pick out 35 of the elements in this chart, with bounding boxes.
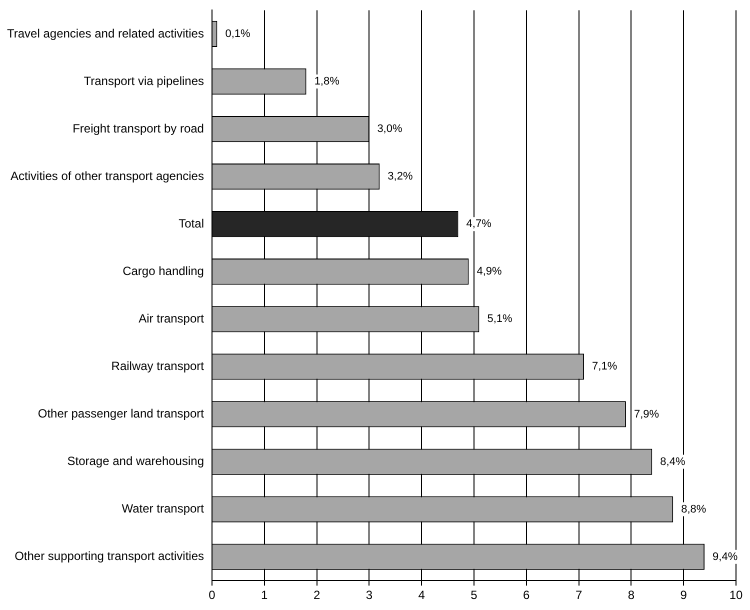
data-label: 8,8% <box>681 503 706 516</box>
x-tick-label: 5 <box>470 588 478 602</box>
y-tick-label: Freight transport by road <box>72 121 204 136</box>
data-label: 9,4% <box>712 550 738 563</box>
y-tick-label: Cargo handling <box>122 264 204 278</box>
x-tick-label: 1 <box>261 588 268 602</box>
y-tick-label: Storage and warehousing <box>67 454 204 468</box>
y-tick-label: Travel agencies and related activities <box>6 26 204 40</box>
x-tick-label: 8 <box>628 588 635 602</box>
x-tick-label: 9 <box>680 588 688 602</box>
data-label: 1,8% <box>314 76 340 88</box>
y-tick-label: Transport via pipelines <box>84 74 204 88</box>
data-label: 8,4% <box>660 456 686 468</box>
data-label: 4,9% <box>476 266 502 278</box>
data-label: 3,2% <box>388 170 413 183</box>
x-tick-label: 3 <box>366 588 373 602</box>
data-label: 7,1% <box>592 360 618 373</box>
data-label: 5,1% <box>487 313 513 326</box>
x-tick-label: 2 <box>313 588 320 602</box>
y-tick-label: Other passenger land transport <box>38 406 205 421</box>
data-label: 4,7% <box>466 218 492 230</box>
x-tick-label: 6 <box>523 588 530 602</box>
y-tick-label: Activities of other transport agencies <box>10 168 204 183</box>
y-tick-label: Air transport <box>138 311 205 326</box>
y-tick-label: Railway transport <box>111 359 205 374</box>
x-tick-label: 7 <box>575 588 582 602</box>
data-label: 0,1% <box>225 28 251 40</box>
y-tick-label: Total <box>178 216 204 230</box>
y-tick-label: Water transport <box>122 502 205 516</box>
data-label: 7,9% <box>634 408 660 420</box>
x-tick-label: 10 <box>729 588 743 602</box>
data-label: 3,0% <box>377 123 402 136</box>
x-tick-label: 4 <box>418 588 426 602</box>
y-tick-label: Other supporting transport activities <box>14 549 204 564</box>
x-tick-label: 0 <box>208 588 216 602</box>
